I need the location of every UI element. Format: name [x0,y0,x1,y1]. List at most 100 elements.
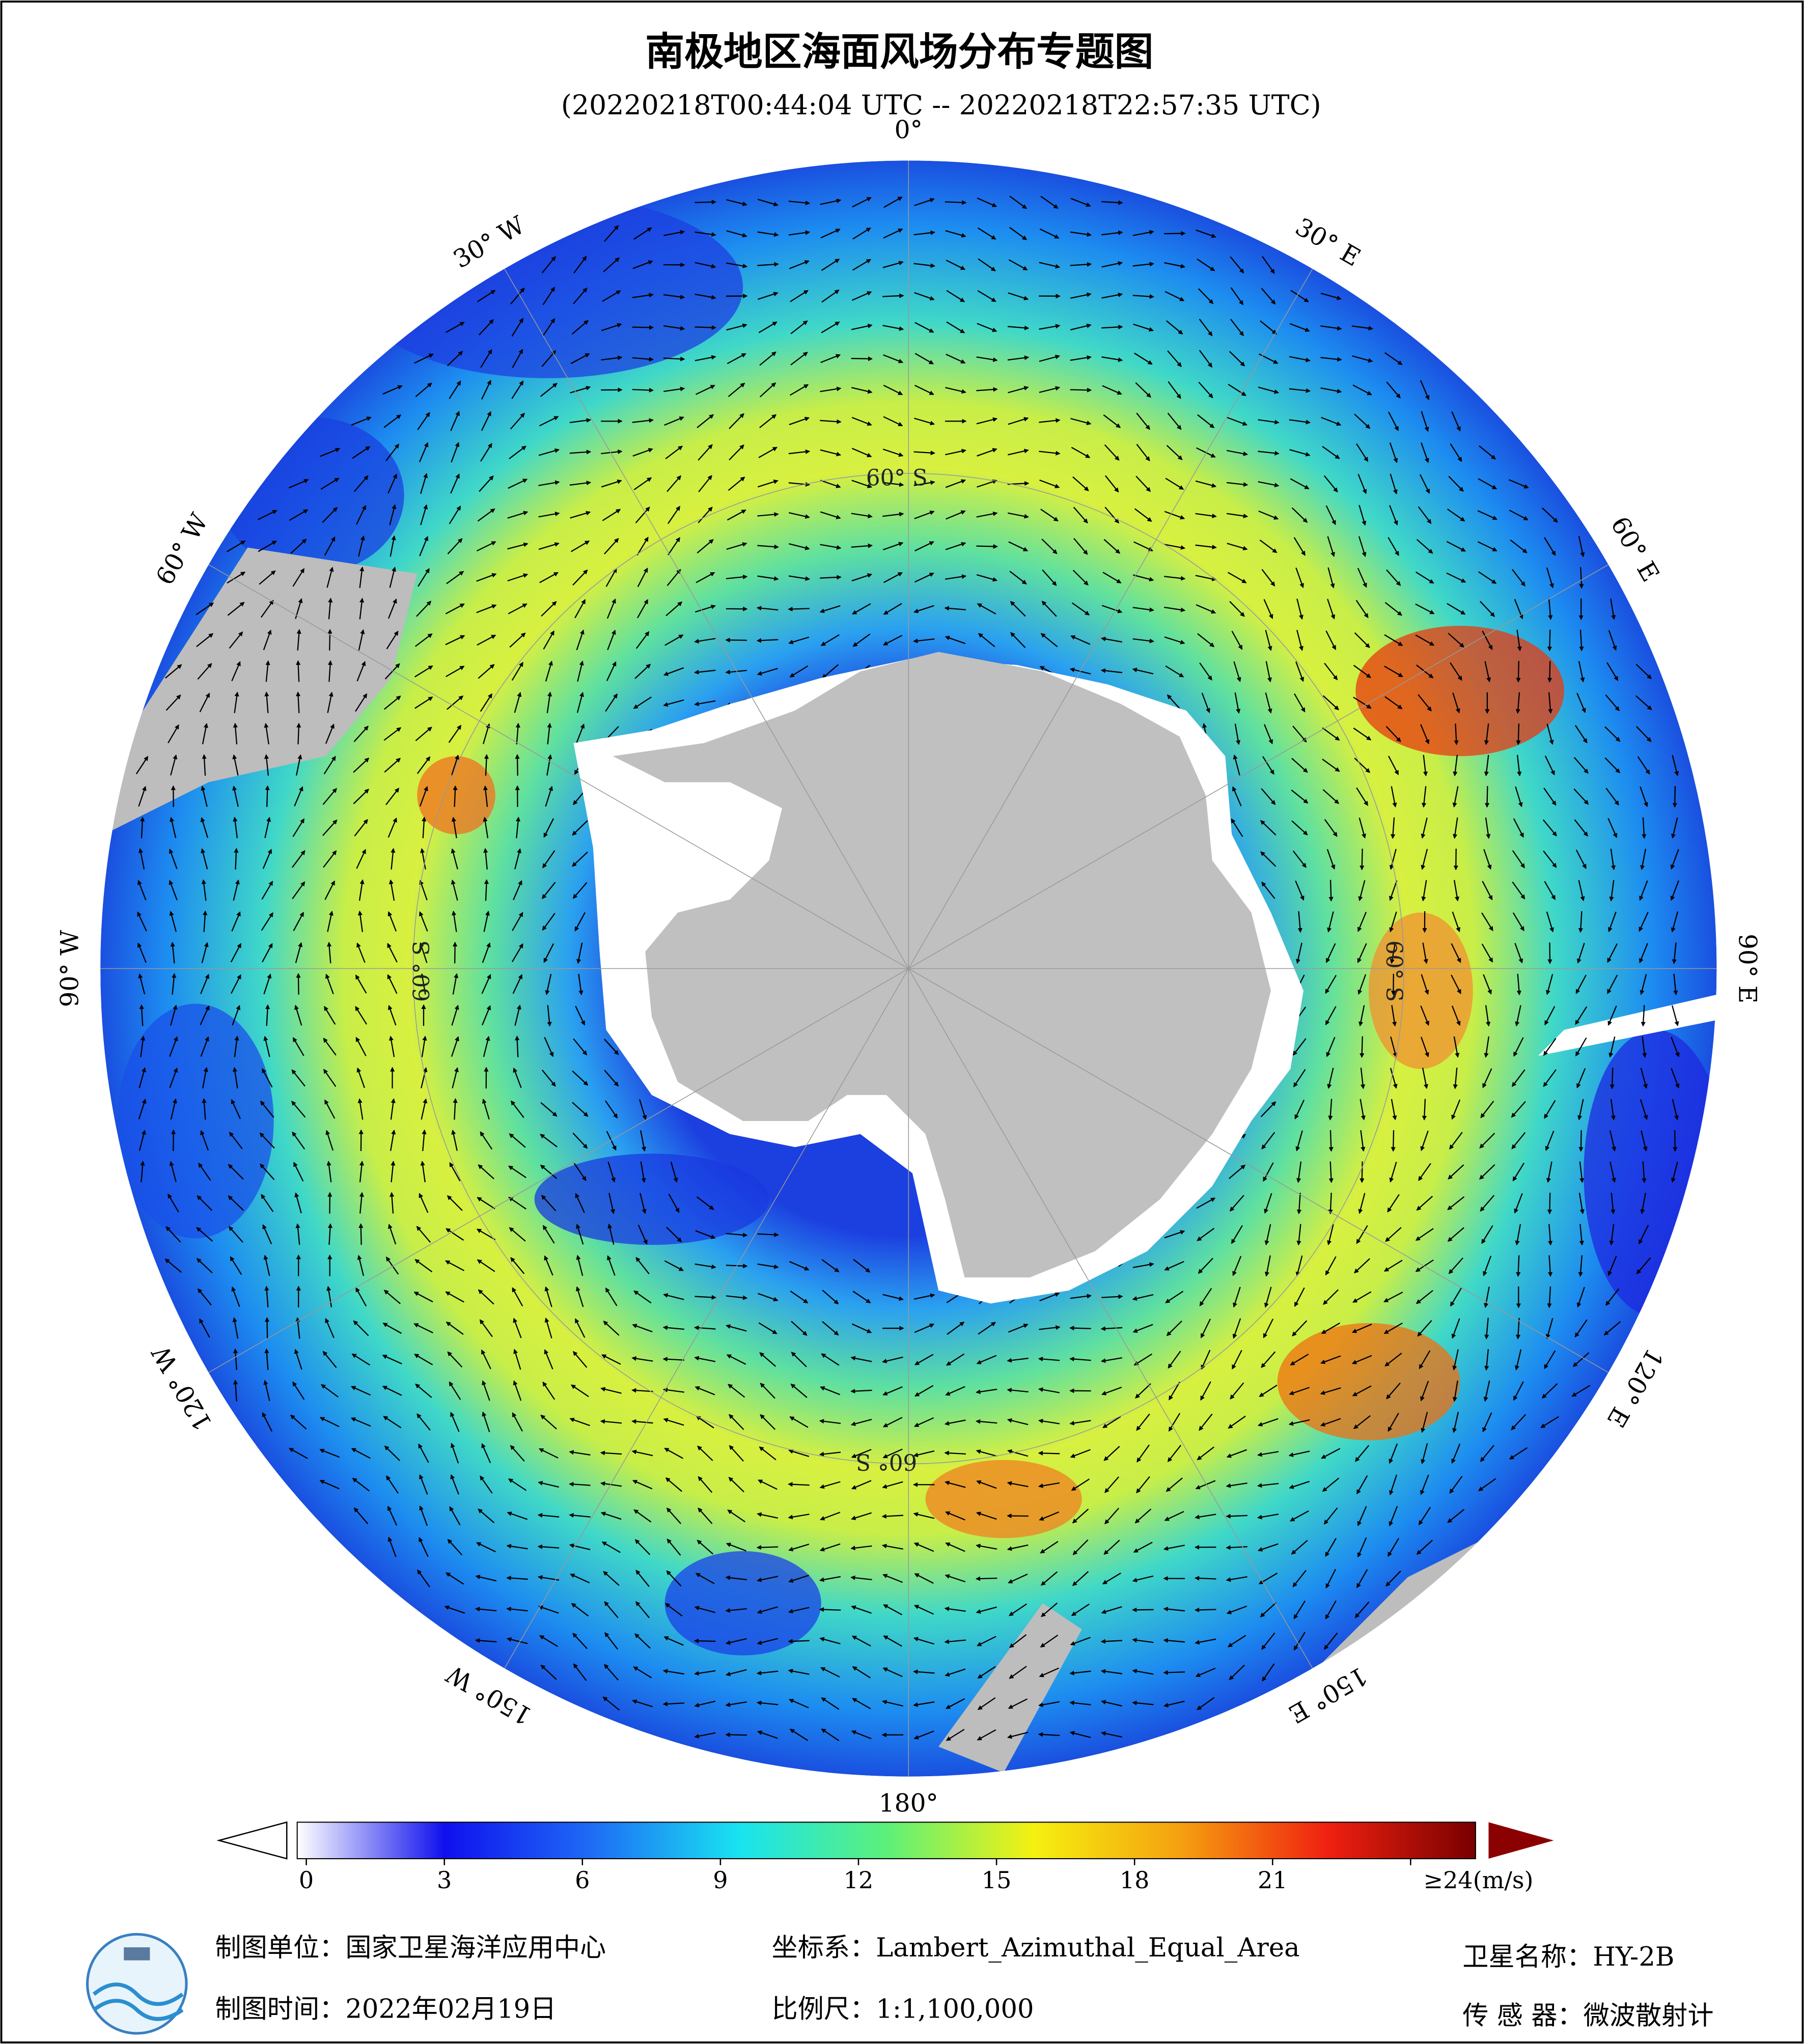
wind-arrow [324,880,336,900]
wind-arrow [1322,789,1340,804]
wind-arrow [1421,817,1428,839]
wind-arrow [975,1576,997,1581]
wind-arrow [1197,258,1215,271]
wind-arrow [509,632,526,648]
wind-arrow [296,973,301,995]
wind-arrow [572,882,588,899]
wind-arrow [1132,638,1154,643]
wind-arrow [1321,416,1342,426]
wind-arrow [1135,382,1151,398]
wind-arrow [1322,445,1340,459]
wind-arrow [1516,629,1522,652]
wind-arrow [512,912,523,931]
wind-arrow [203,910,208,932]
colorbar-tick-label: 18 [1120,1866,1150,1894]
wind-arrow [358,879,365,901]
wind-arrow [415,726,432,741]
wind-arrow [696,572,715,583]
wind-arrow [325,723,335,744]
wind-arrow [1166,444,1183,460]
wind-arrow [385,788,400,805]
wind-arrow [1351,325,1373,331]
wind-arrow [1291,758,1308,773]
wind-arrow [695,262,716,269]
colorbar-tick-label: 21 [1258,1866,1288,1894]
wind-arrow [451,848,458,870]
wind-arrow [1548,598,1553,620]
wind-arrow [450,411,460,431]
wind-arrow [883,354,904,363]
wind-arrow [1233,661,1241,682]
wind-arrow [477,634,496,646]
wind-arrow [1671,817,1678,839]
wind-arrow [1320,292,1342,300]
south-america [104,547,418,834]
wind-arrow [540,383,558,397]
wind-arrow [1484,754,1489,777]
wind-arrow [1132,574,1154,582]
wind-arrow [1636,726,1652,742]
wind-arrow [976,417,998,425]
wind-arrow [1132,230,1154,236]
wind-arrow [320,478,340,490]
wind-arrow [789,416,810,426]
wind-arrow [1199,319,1213,337]
wind-arrow [327,910,334,932]
title: 南极地区海面风场分布专题图 [645,29,1153,75]
wind-arrow [477,290,496,302]
wind-arrow [289,509,309,521]
wind-arrow [1042,569,1057,586]
longitude-label: 180° [879,1789,938,1818]
wind-arrow [820,634,840,646]
wind-arrow [694,669,716,675]
wind-arrow [698,475,712,492]
wind-arrow [169,848,178,870]
wind-arrow [513,880,522,901]
wind-arrow [1640,849,1647,871]
wind-arrow [790,320,808,334]
wind-arrow [883,634,903,646]
wind-arrow [976,356,998,362]
wind-arrow [1416,571,1434,584]
wind-arrow [851,323,873,330]
wind-arrow [1232,786,1242,806]
wind-arrow [1134,508,1152,522]
wind-arrow [1358,880,1366,902]
wind-arrow [292,850,306,868]
wind-arrow [1451,411,1461,432]
wind-arrow [1100,636,1123,643]
colorbar-tick-label: 12 [844,1866,874,1894]
longitude-label: 0° [895,116,923,145]
wind-arrow [1604,757,1621,773]
wind-arrow [384,758,401,773]
wind-arrow [1452,692,1460,714]
wind-arrow [1482,630,1493,650]
wind-arrow [1167,350,1182,368]
wind-arrow [1513,818,1524,838]
wind-arrow [1227,450,1248,456]
wind-arrow [417,412,430,430]
wind-arrow [296,660,301,682]
wind-arrow [851,543,873,548]
wind-arrow [447,695,464,710]
wind-arrow [137,880,147,901]
wind-arrow [324,536,336,556]
wind-arrow [1291,789,1309,804]
wind-arrow [663,325,685,331]
wind-arrow [1635,695,1652,710]
wind-arrow [1008,386,1029,394]
satellite: 卫星名称：HY-2B [1462,1942,1674,1972]
wind-arrow [1231,630,1243,650]
wind-arrow [384,663,400,680]
wind-arrow [1387,537,1399,556]
wind-arrow [1230,319,1244,337]
wind-arrow [665,445,683,460]
wind-arrow [477,508,495,522]
wind-arrow [232,786,239,807]
wind-arrow [356,849,366,869]
wind-arrow [1101,605,1123,613]
wind-arrow [1234,723,1241,745]
wind-arrow [694,638,716,643]
wind-arrow [820,354,841,363]
wind-arrow [1543,788,1557,806]
